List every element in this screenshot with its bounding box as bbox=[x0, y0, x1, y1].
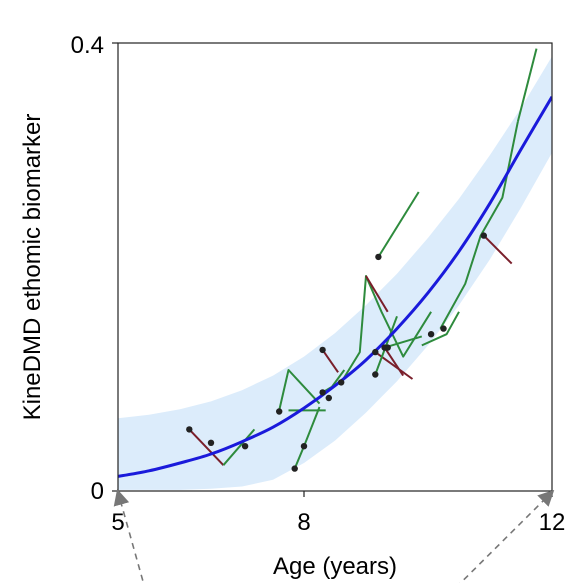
data-point bbox=[372, 371, 379, 378]
trajectory-decrease-16 bbox=[483, 234, 513, 265]
data-point bbox=[440, 325, 447, 332]
data-point bbox=[384, 344, 391, 351]
trajectory-decrease-8 bbox=[365, 275, 389, 313]
data-point bbox=[207, 439, 215, 446]
data-point bbox=[427, 331, 435, 338]
annotation-arrow-0 bbox=[113, 489, 144, 581]
x-tick-label-8: 8 bbox=[297, 509, 310, 536]
trajectory-decrease-4 bbox=[321, 349, 339, 373]
trajectory-increase-7 bbox=[340, 275, 432, 383]
trajectory-increase-1 bbox=[222, 428, 256, 466]
trajectory-decrease-12 bbox=[383, 347, 405, 377]
confidence-band-layer bbox=[118, 56, 552, 490]
plot-frame bbox=[117, 42, 553, 492]
data-point bbox=[338, 379, 345, 386]
data-point bbox=[325, 394, 332, 402]
data-point bbox=[291, 465, 298, 472]
y-tick-label-top: 0.4 bbox=[71, 32, 104, 59]
trajectory-increase-13 bbox=[384, 335, 423, 349]
data-point bbox=[300, 443, 308, 450]
x-axis-label: Age (years) bbox=[273, 553, 397, 580]
fit-curve bbox=[118, 96, 552, 478]
data-point bbox=[186, 426, 193, 433]
fit-layer bbox=[118, 96, 552, 478]
x-tick-label-12: 12 bbox=[539, 509, 566, 536]
data-point bbox=[375, 253, 382, 261]
y-tick-label-bottom: 0 bbox=[91, 478, 104, 505]
trajectory-increase-14 bbox=[421, 311, 460, 347]
data-point bbox=[480, 232, 487, 239]
confidence-band bbox=[118, 56, 552, 490]
data-point bbox=[241, 443, 249, 450]
trajectory-increase-2 bbox=[278, 369, 321, 411]
point-layer bbox=[186, 232, 487, 472]
trajectory-increase-17 bbox=[516, 48, 538, 122]
data-point bbox=[372, 348, 379, 356]
trajectory-increase-9 bbox=[377, 191, 420, 258]
x-tick-label-5: 5 bbox=[111, 509, 124, 536]
data-point bbox=[276, 408, 283, 415]
annotation-arrow-layer bbox=[113, 489, 555, 583]
y-axis-label: KineDMD ethomic biomarker bbox=[19, 114, 46, 421]
data-point bbox=[319, 346, 326, 354]
trajectory-decrease-0 bbox=[188, 428, 225, 466]
data-point bbox=[319, 389, 326, 396]
annotation-arrow-1 bbox=[459, 489, 555, 583]
